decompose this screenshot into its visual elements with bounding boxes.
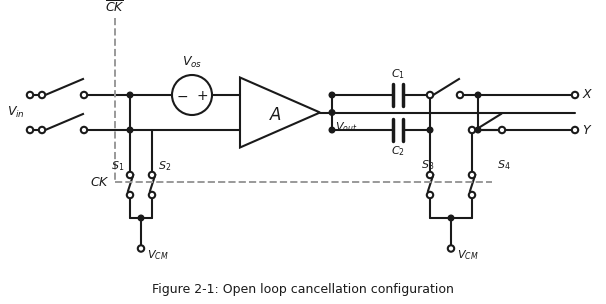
Text: $S_2$: $S_2$ (158, 159, 171, 173)
Text: $X$: $X$ (582, 88, 593, 102)
Circle shape (499, 127, 505, 133)
Text: $C_1$: $C_1$ (391, 67, 405, 81)
Circle shape (448, 245, 454, 252)
Circle shape (39, 127, 45, 133)
Text: $+$: $+$ (196, 89, 208, 103)
Circle shape (329, 127, 335, 133)
Circle shape (475, 127, 481, 133)
Circle shape (149, 192, 155, 198)
Circle shape (469, 192, 475, 198)
Circle shape (127, 92, 133, 98)
Text: $Y$: $Y$ (582, 123, 593, 136)
Circle shape (39, 92, 45, 98)
Circle shape (81, 92, 87, 98)
Circle shape (469, 127, 475, 133)
Text: $V_{CM}$: $V_{CM}$ (147, 248, 168, 262)
Circle shape (427, 127, 433, 133)
Text: $S_4$: $S_4$ (497, 158, 511, 172)
Circle shape (427, 192, 433, 198)
Text: $V_{out}$: $V_{out}$ (335, 120, 358, 134)
Circle shape (127, 192, 133, 198)
Circle shape (475, 92, 481, 98)
Text: $A$: $A$ (270, 106, 282, 125)
Text: $V_{in}$: $V_{in}$ (7, 105, 25, 120)
Text: $V_{os}$: $V_{os}$ (182, 55, 202, 70)
Text: $S_3$: $S_3$ (421, 158, 435, 172)
Text: $V_{CM}$: $V_{CM}$ (457, 248, 479, 262)
Circle shape (427, 92, 433, 98)
Circle shape (138, 245, 144, 252)
Circle shape (127, 127, 133, 133)
Circle shape (469, 172, 475, 178)
Text: $C_2$: $C_2$ (391, 144, 405, 158)
Text: $\overline{CK}$: $\overline{CK}$ (105, 0, 125, 15)
Circle shape (127, 172, 133, 178)
Text: $-$: $-$ (176, 89, 188, 103)
Circle shape (457, 92, 463, 98)
Circle shape (27, 127, 33, 133)
Circle shape (149, 172, 155, 178)
Circle shape (572, 127, 578, 133)
Circle shape (427, 92, 433, 98)
Circle shape (81, 127, 87, 133)
Circle shape (329, 110, 335, 115)
Circle shape (27, 92, 33, 98)
Circle shape (138, 215, 144, 221)
Text: Figure 2-1: Open loop cancellation configuration: Figure 2-1: Open loop cancellation confi… (152, 283, 454, 296)
Circle shape (329, 92, 335, 98)
Text: $S_1$: $S_1$ (111, 159, 124, 173)
Circle shape (448, 215, 454, 221)
Circle shape (572, 92, 578, 98)
Circle shape (427, 172, 433, 178)
Text: $CK$: $CK$ (90, 175, 110, 188)
